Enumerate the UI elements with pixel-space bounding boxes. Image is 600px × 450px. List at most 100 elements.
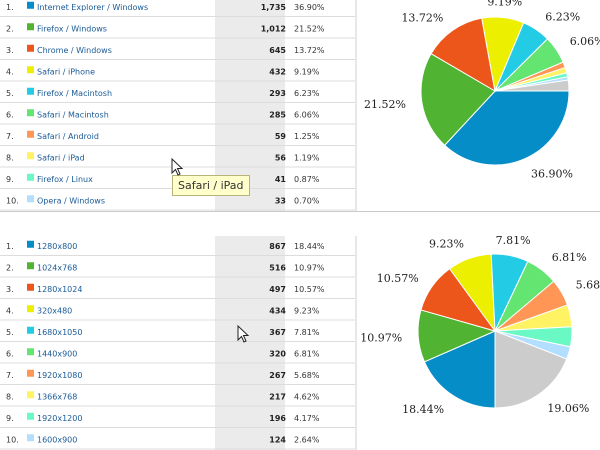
series-swatch-icon — [27, 283, 34, 291]
series-swatch-icon — [27, 348, 34, 356]
row-visits: 196 — [269, 414, 286, 423]
row-visits: 867 — [269, 242, 286, 251]
table-row[interactable]: 4. 320x480 434 9.23% — [0, 305, 355, 321]
table-row[interactable]: 3. 1280x1024 497 10.57% — [0, 283, 355, 299]
pie-slice[interactable] — [494, 330, 568, 409]
row-visits: 293 — [269, 89, 286, 98]
row-visits: 59 — [275, 132, 287, 141]
row-visits: 645 — [269, 46, 286, 55]
pie-slice[interactable] — [423, 330, 496, 409]
series-swatch-icon — [27, 412, 34, 420]
row-percent: 1.25% — [294, 132, 320, 141]
pie-data-label: 6.06% — [570, 35, 600, 48]
row-label-link[interactable]: 1920x1080 — [37, 371, 82, 380]
table-row[interactable]: 10. 1600x900 124 2.64% — [0, 434, 355, 450]
row-label-link[interactable]: 1440x900 — [37, 349, 77, 358]
row-percent: 10.57% — [294, 285, 325, 294]
table-row[interactable]: 7. Safari / Android 59 1.25% — [0, 130, 355, 146]
row-rank: 3. — [6, 285, 14, 294]
row-label-link[interactable]: Chrome / Windows — [37, 46, 112, 55]
row-label-link[interactable]: 320x480 — [37, 306, 72, 315]
row-label-link[interactable]: Firefox / Macintosh — [37, 89, 112, 98]
series-swatch-icon — [27, 109, 34, 117]
row-percent: 5.68% — [294, 371, 320, 380]
pie-slice[interactable] — [420, 52, 496, 146]
table-row[interactable]: 1. Internet Explorer / Windows 1,735 36.90% — [0, 1, 355, 17]
row-visits: 33 — [275, 196, 286, 205]
table-row[interactable]: 5. 1680x1050 367 7.81% — [0, 326, 355, 342]
series-swatch-icon — [27, 23, 34, 31]
table-row[interactable]: 9. 1920x1200 196 4.17% — [0, 412, 355, 428]
row-label-link[interactable]: 1680x1050 — [37, 328, 82, 337]
table-row[interactable]: 4. Safari / iPhone 432 9.19% — [0, 66, 355, 82]
series-swatch-icon — [27, 369, 34, 377]
row-percent: 9.23% — [294, 306, 320, 315]
table-row[interactable]: 6. Safari / Macintosh 285 6.06% — [0, 109, 355, 125]
row-label-link[interactable]: Safari / iPad — [37, 153, 85, 162]
row-rank: 6. — [6, 110, 14, 119]
browser-table: 1. Internet Explorer / Windows 1,735 36.90%… — [0, 0, 357, 211]
row-label-link[interactable]: Firefox / Windows — [37, 24, 107, 33]
row-percent: 9.19% — [294, 67, 320, 76]
row-rank: 4. — [6, 67, 14, 76]
pie-data-label: 18.44% — [402, 403, 444, 416]
pie-slice[interactable] — [443, 90, 570, 166]
table-row[interactable]: 3. Chrome / Windows 645 13.72% — [0, 44, 355, 60]
row-rank: 9. — [6, 414, 14, 423]
table-row[interactable]: 8. 1366x768 217 4.62% — [0, 391, 355, 407]
browser-pie-chart: 36.90% 21.52% 13.72% 9.19% 6.23% 6.06% — [364, 0, 600, 181]
row-visits: 367 — [269, 328, 286, 337]
series-swatch-icon — [27, 1, 34, 9]
resolution-report: 1. 1280x800 867 18.44% 2. 1024x768 516 10.97% 3.… — [0, 236, 600, 450]
pie-data-label: 10.97% — [360, 331, 402, 344]
table-row[interactable]: 6. 1440x900 320 6.81% — [0, 348, 355, 364]
row-percent: 2.64% — [294, 435, 320, 444]
pie-data-label: 6.23% — [545, 10, 580, 23]
row-rank: 3. — [6, 46, 14, 55]
row-label-link[interactable]: Safari / iPhone — [37, 67, 95, 76]
row-label-link[interactable]: 1280x800 — [37, 242, 77, 251]
series-swatch-icon — [27, 195, 34, 203]
series-swatch-icon — [27, 87, 34, 95]
table-row[interactable]: 5. Firefox / Macintosh 293 6.23% — [0, 87, 355, 103]
browser-os-report: 1. Internet Explorer / Windows 1,735 36.90%… — [0, 0, 600, 211]
row-label-link[interactable]: Opera / Windows — [37, 196, 105, 205]
row-label-link[interactable]: Safari / Android — [37, 132, 99, 141]
table-row[interactable]: 2. 1024x768 516 10.97% — [0, 262, 355, 278]
row-label-link[interactable]: Internet Explorer / Windows — [37, 3, 148, 12]
row-visits: 1,735 — [261, 3, 287, 12]
row-rank: 5. — [6, 328, 14, 337]
row-rank: 2. — [6, 24, 14, 33]
row-label-link[interactable]: 1600x900 — [37, 435, 77, 444]
row-rank: 4. — [6, 306, 14, 315]
row-label-link[interactable]: 1920x1200 — [37, 414, 82, 423]
pie-data-label: 6.81% — [552, 251, 587, 264]
series-swatch-icon — [27, 391, 34, 399]
row-percent: 4.62% — [294, 392, 320, 401]
row-rank: 1. — [6, 3, 14, 12]
row-visits: 124 — [269, 435, 286, 444]
row-percent: 18.44% — [294, 242, 325, 251]
visits-column-bg — [215, 236, 285, 450]
row-label-link[interactable]: 1280x1024 — [37, 285, 82, 294]
table-row[interactable]: 10. Opera / Windows 33 0.70% — [0, 195, 355, 211]
series-swatch-icon — [27, 44, 34, 52]
row-label-link[interactable]: Firefox / Linux — [37, 175, 93, 184]
table-row[interactable]: 7. 1920x1080 267 5.68% — [0, 369, 355, 385]
pie-slice[interactable] — [494, 79, 570, 92]
pie-data-label: 7.81% — [496, 236, 531, 247]
row-label-link[interactable]: 1024x768 — [37, 263, 77, 272]
row-visits: 56 — [275, 153, 287, 162]
row-visits: 320 — [269, 349, 286, 358]
table-row[interactable]: 2. Firefox / Windows 1,012 21.52% — [0, 23, 355, 39]
table-row[interactable]: 1. 1280x800 867 18.44% — [0, 240, 355, 256]
resolution-table: 1. 1280x800 867 18.44% 2. 1024x768 516 10.97% 3.… — [0, 236, 357, 450]
pie-slice[interactable] — [430, 17, 496, 92]
row-label-link[interactable]: Safari / Macintosh — [37, 110, 109, 119]
series-swatch-icon — [27, 152, 34, 160]
resolution-pie-chart: 18.44% 10.97% 10.57% 9.23% 7.81% 6.81% 5.68% 19… — [360, 236, 600, 416]
series-swatch-icon — [27, 66, 34, 74]
row-visits: 432 — [269, 67, 286, 76]
row-visits: 1,012 — [261, 24, 286, 33]
row-label-link[interactable]: 1366x768 — [37, 392, 77, 401]
